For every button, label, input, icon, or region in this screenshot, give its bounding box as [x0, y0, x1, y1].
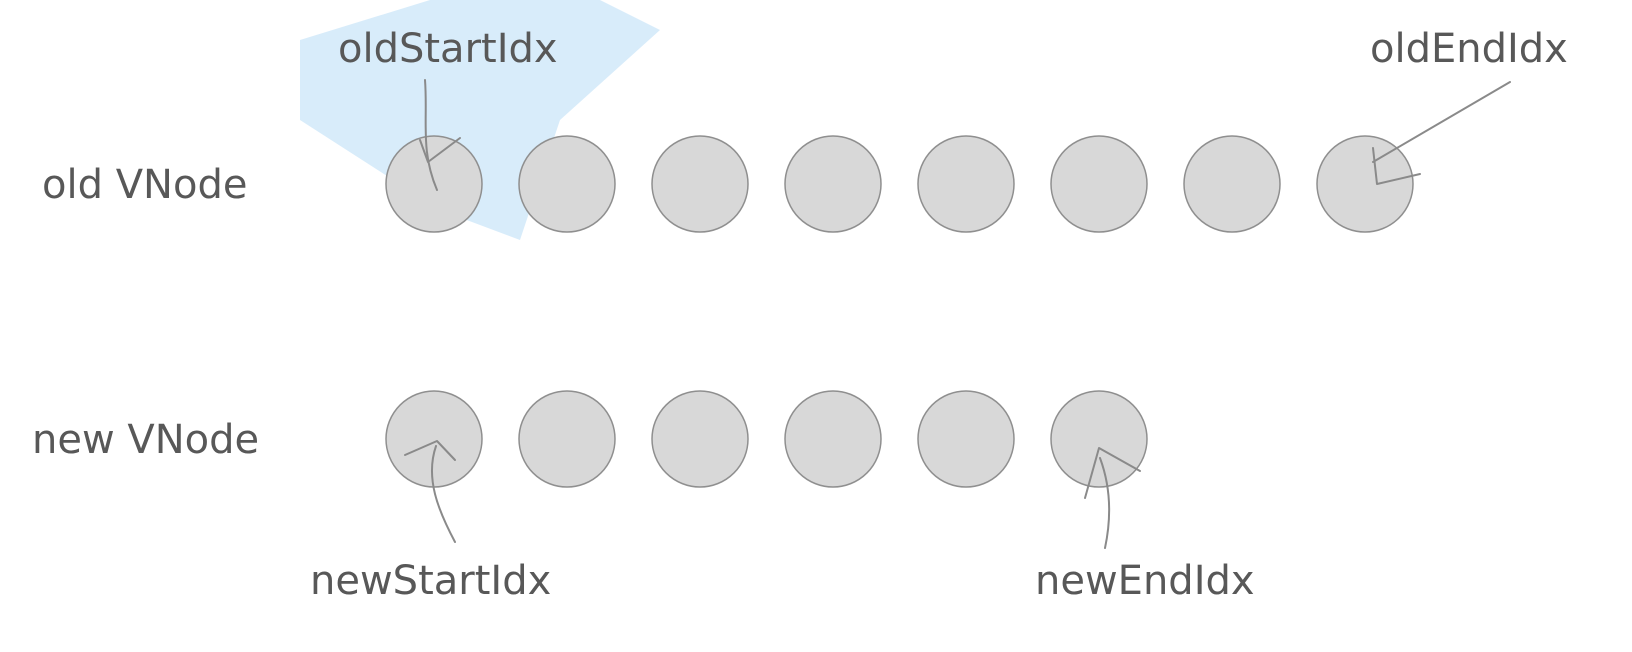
- new-vnode-row: [385, 390, 1148, 488]
- old-vnode-node-7: [1183, 135, 1281, 233]
- new-vnode-node-5: [917, 390, 1015, 488]
- new-end-arrow: [1084, 447, 1141, 549]
- new-start-arrow: [404, 440, 456, 543]
- old-start-idx-label: oldStartIdx: [338, 26, 558, 72]
- old-vnode-node-3: [651, 135, 749, 233]
- new-vnode-label: new VNode: [32, 417, 259, 463]
- new-start-idx-label: newStartIdx: [310, 558, 551, 604]
- new-vnode-node-3: [651, 390, 749, 488]
- new-vnode-node-1: [385, 390, 483, 488]
- old-end-arrow: [1372, 81, 1511, 185]
- old-start-arrow: [419, 79, 461, 191]
- new-vnode-node-4: [784, 390, 882, 488]
- old-vnode-node-2: [518, 135, 616, 233]
- old-end-idx-label: oldEndIdx: [1370, 26, 1568, 72]
- old-vnode-node-8: [1316, 135, 1414, 233]
- old-vnode-label: old VNode: [42, 162, 247, 208]
- old-vnode-node-6: [1050, 135, 1148, 233]
- watermark: [300, 0, 660, 240]
- new-vnode-node-2: [518, 390, 616, 488]
- old-vnode-node-5: [917, 135, 1015, 233]
- old-vnode-node-4: [784, 135, 882, 233]
- old-vnode-row: [385, 135, 1414, 233]
- new-end-idx-label: newEndIdx: [1035, 558, 1255, 604]
- new-vnode-node-6: [1050, 390, 1148, 488]
